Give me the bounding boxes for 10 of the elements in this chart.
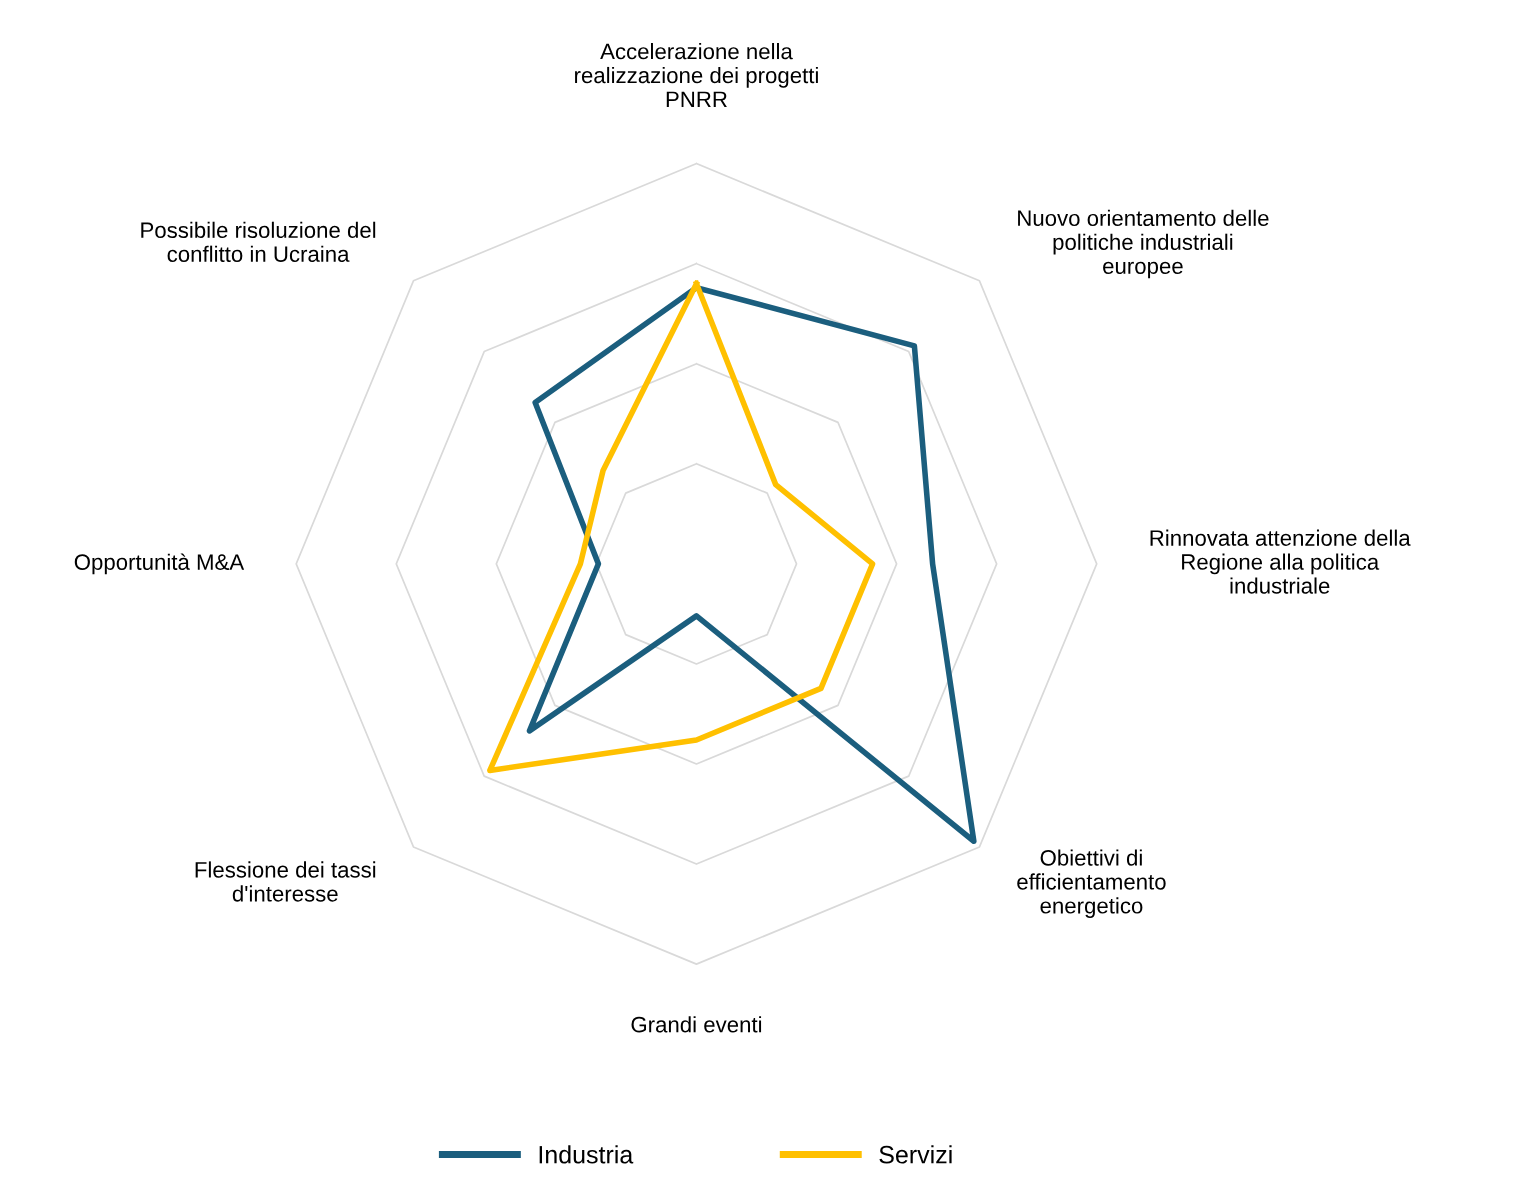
legend-label: Industria xyxy=(539,1145,634,1164)
legend-label: Servizi xyxy=(879,1145,952,1164)
spoke-label: Grandi eventi xyxy=(631,1016,762,1033)
spoke-label: Obiettivi di efficientamento energetico xyxy=(1017,849,1166,918)
spoke-label: Flessione dei tassi d'interesse xyxy=(195,861,376,902)
spoke-label: Rinnovata attenzione della Regione alla politica industriale xyxy=(1150,529,1411,594)
spoke-label: Opportunità M&A xyxy=(74,553,245,575)
spoke-label: Nuovo orientamento delle politiche industriali europee xyxy=(1018,209,1269,279)
spoke-label: Possibile risoluzione del conflitto in Ucraina xyxy=(141,221,376,262)
spoke-label: Accelerazione nella realizzazione dei progetti PNRR xyxy=(575,42,818,107)
